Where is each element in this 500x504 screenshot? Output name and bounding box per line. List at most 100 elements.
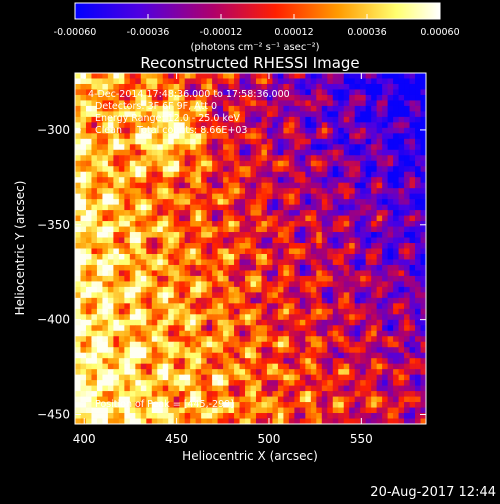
heatmap-cell	[201, 78, 208, 85]
heatmap-cell	[151, 83, 158, 90]
heatmap-cell	[190, 199, 197, 206]
heatmap-cell	[310, 352, 317, 359]
heatmap-cell	[349, 177, 356, 184]
heatmap-cell	[173, 358, 180, 365]
heatmap-cell	[354, 391, 361, 397]
heatmap-cell	[228, 380, 235, 387]
heatmap-cell	[266, 166, 273, 173]
heatmap-cell	[212, 243, 218, 249]
heatmap-cell	[113, 248, 120, 255]
heatmap-cell	[305, 385, 312, 392]
heatmap-cell	[305, 111, 312, 118]
heatmap-cell	[217, 330, 224, 337]
heatmap-cell	[305, 193, 312, 200]
heatmap-cell	[113, 325, 120, 332]
heatmap-cell	[338, 303, 345, 310]
heatmap-cell	[327, 418, 334, 424]
heatmap-cell	[283, 380, 290, 387]
heatmap-cell	[288, 380, 295, 387]
heatmap-cell	[294, 111, 301, 118]
heatmap-cell	[234, 264, 240, 271]
heatmap-cell	[360, 330, 367, 337]
heatmap-cell	[184, 369, 191, 376]
heatmap-cell	[157, 396, 164, 403]
heatmap-cell	[305, 149, 312, 156]
heatmap-cell	[338, 78, 345, 85]
heatmap-cell	[212, 193, 218, 200]
heatmap-cell	[283, 182, 290, 189]
heatmap-cell	[354, 122, 361, 129]
colorbar	[74, 2, 441, 20]
heatmap-cell	[365, 402, 372, 408]
heatmap-cell	[173, 105, 180, 112]
heatmap-cell	[96, 336, 103, 343]
heatmap-cell	[349, 188, 356, 195]
heatmap-cell	[349, 407, 356, 414]
heatmap-cell	[305, 210, 312, 216]
heatmap-cell	[206, 253, 213, 260]
heatmap-cell	[332, 210, 339, 216]
heatmap-cell	[245, 204, 251, 211]
heatmap-cell	[140, 308, 147, 315]
heatmap-cell	[387, 303, 394, 310]
heatmap-cell	[277, 127, 284, 134]
heatmap-cell	[343, 160, 350, 167]
heatmap-cell	[107, 215, 114, 222]
heatmap-cell	[305, 215, 312, 222]
heatmap-cell	[113, 232, 120, 238]
heatmap-cell	[305, 199, 312, 206]
heatmap-cell	[393, 363, 399, 370]
heatmap-cell	[255, 248, 262, 255]
heatmap-cell	[118, 330, 125, 337]
heatmap-cell	[102, 391, 109, 397]
heatmap-cell	[140, 155, 147, 162]
heatmap-cell	[206, 188, 213, 195]
heatmap-cell	[250, 418, 257, 424]
heatmap-cell	[360, 78, 367, 85]
colorbar-tick-label: 0.00012	[274, 27, 313, 38]
heatmap-cell	[113, 319, 120, 326]
heatmap-cell	[338, 94, 345, 101]
heatmap-cell	[415, 111, 421, 118]
heatmap-cell	[184, 330, 191, 337]
heatmap-cell	[168, 369, 175, 376]
heatmap-cell	[140, 215, 147, 222]
heatmap-cell	[212, 177, 218, 184]
heatmap-cell	[173, 237, 180, 244]
heatmap-cell	[393, 391, 399, 397]
heatmap-cell	[113, 138, 120, 145]
heatmap-cell	[107, 330, 114, 337]
heatmap-cell	[239, 396, 246, 403]
heatmap-cell	[173, 385, 180, 392]
heatmap-cell	[234, 297, 240, 304]
heatmap-cell	[360, 308, 367, 315]
heatmap-cell	[272, 243, 279, 249]
heatmap-cell	[173, 155, 180, 162]
heatmap-cell	[288, 396, 295, 403]
heatmap-cell	[223, 380, 229, 387]
heatmap-cell	[327, 385, 334, 392]
heatmap-cell	[305, 270, 312, 277]
heatmap-cell	[283, 149, 290, 156]
heatmap-cell	[316, 330, 323, 337]
heatmap-cell	[217, 122, 224, 129]
heatmap-cell	[217, 391, 224, 397]
heatmap-cell	[332, 133, 339, 140]
heatmap-cell	[288, 336, 295, 343]
heatmap-cell	[294, 83, 301, 90]
heatmap-cell	[234, 281, 240, 288]
heatmap-cell	[179, 402, 186, 408]
heatmap-cell	[415, 314, 421, 321]
heatmap-cell	[360, 210, 367, 216]
heatmap-cell	[398, 73, 405, 79]
heatmap-cell	[190, 363, 197, 370]
heatmap-cell	[162, 259, 169, 266]
heatmap-cell	[195, 149, 202, 156]
heatmap-cell	[409, 308, 416, 315]
heatmap-cell	[420, 358, 426, 365]
heatmap-cell	[376, 336, 383, 343]
heatmap-cell	[129, 402, 136, 408]
heatmap-cell	[387, 402, 394, 408]
heatmap-cell	[261, 347, 268, 354]
heatmap-cell	[354, 259, 361, 266]
